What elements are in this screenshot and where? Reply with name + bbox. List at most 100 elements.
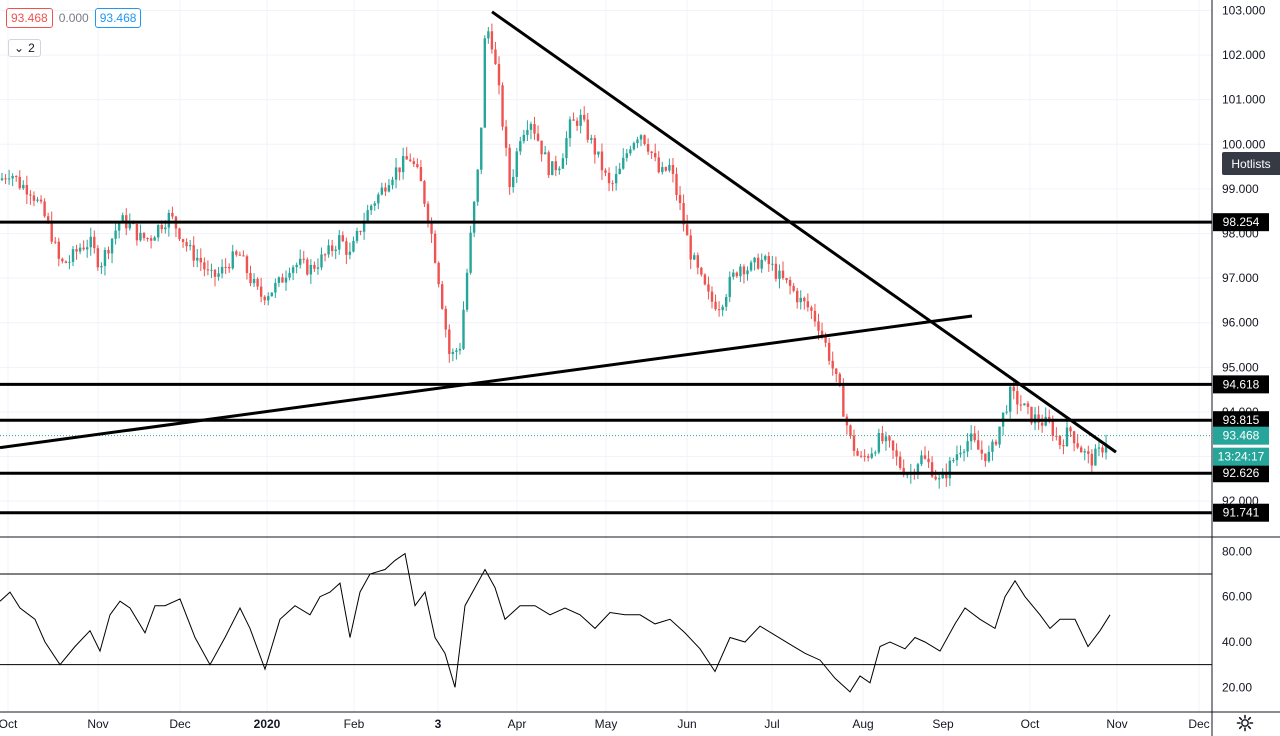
candle-body — [419, 167, 423, 182]
candle-body — [877, 433, 881, 453]
candle-body — [338, 235, 341, 250]
candle-body — [547, 152, 550, 176]
candle-body — [749, 262, 753, 271]
candle-body — [820, 330, 824, 336]
time-tick-label: Feb — [344, 717, 365, 731]
candle-body — [288, 272, 291, 278]
candle-body — [455, 350, 458, 352]
candle-body — [597, 151, 600, 155]
legend-open-value: 93.468 — [6, 8, 53, 28]
candle-body — [185, 242, 188, 247]
candle-body — [1087, 451, 1090, 454]
candle-body — [930, 462, 934, 477]
candle-body — [299, 258, 302, 265]
rsi-tick-label: 40.00 — [1222, 635, 1252, 649]
candle-body — [771, 263, 774, 265]
candle-body — [302, 258, 305, 260]
candle-body — [824, 335, 827, 343]
level-price-badge: 92.626 — [1223, 466, 1260, 480]
candle-body — [1051, 421, 1054, 436]
candle-body — [583, 114, 586, 120]
candle-body — [1037, 414, 1040, 423]
indicators-toggle[interactable]: ⌄ 2 — [8, 39, 41, 57]
candle-body — [68, 261, 71, 263]
candle-body — [117, 222, 121, 231]
hotlists-button[interactable]: Hotlists — [1222, 152, 1280, 175]
candle-body — [242, 255, 245, 257]
candle-body — [295, 264, 298, 268]
price-tick-label: 97.000 — [1222, 271, 1259, 285]
rsi-line — [0, 552, 1111, 693]
candle-body — [54, 241, 57, 243]
time-tick-label: Jun — [677, 717, 696, 731]
gear-icon[interactable] — [1236, 714, 1254, 732]
candle-body — [29, 194, 32, 196]
candle-body — [50, 220, 53, 242]
candle-body — [1083, 451, 1086, 453]
candle-body — [203, 262, 206, 270]
time-axis[interactable]: Oct Nov Dec 2020 Feb 3 Apr May Jun Jul Aug Sep Oct No… — [0, 711, 1280, 731]
candle-body — [423, 181, 426, 204]
candle-body — [373, 203, 376, 206]
candle-body — [366, 210, 369, 223]
candle-body — [849, 425, 852, 436]
candle-body — [480, 127, 483, 170]
candle-body — [149, 238, 153, 241]
candle-body — [267, 296, 270, 301]
candle-body — [220, 266, 224, 274]
time-tick-label: Nov — [1106, 717, 1127, 731]
candle-body — [1005, 411, 1008, 413]
trendline[interactable] — [491, 10, 1117, 454]
candle-body — [607, 172, 611, 184]
candle-body — [927, 458, 930, 463]
candle-body — [1090, 453, 1094, 466]
candle-body — [625, 153, 628, 158]
candle-body — [689, 235, 692, 260]
candle-body — [199, 257, 202, 263]
candle-body — [746, 270, 749, 275]
candle-body — [788, 279, 792, 286]
candle-body — [867, 456, 870, 458]
candle-body — [103, 249, 107, 267]
candle-body — [181, 239, 185, 243]
candle-body — [306, 259, 309, 275]
candle-body — [657, 157, 660, 173]
last-price-badge: 93.468 — [1223, 429, 1260, 443]
candle-body — [277, 277, 281, 283]
candle-body — [714, 301, 717, 310]
candle-body — [458, 348, 462, 351]
candle-body — [206, 269, 210, 271]
candle-body — [508, 147, 511, 188]
candle-body — [707, 284, 710, 292]
candle-body — [842, 385, 845, 417]
candle-body — [89, 236, 92, 248]
candle-body — [1104, 443, 1108, 453]
candle-body — [210, 269, 213, 271]
candle-body — [18, 176, 21, 189]
candle-body — [231, 251, 234, 269]
candle-body — [859, 455, 863, 457]
candle-body — [490, 31, 494, 50]
trendlines[interactable] — [0, 10, 1117, 454]
candle-body — [959, 452, 962, 455]
candlestick-series — [0, 23, 1212, 489]
candle-body — [334, 249, 337, 252]
candle-body — [1009, 386, 1012, 412]
candle-body — [600, 151, 604, 171]
candle-body — [693, 255, 696, 260]
candle-body — [345, 241, 348, 255]
candle-body — [519, 141, 522, 152]
candle-body — [39, 199, 43, 202]
candle-body — [352, 240, 355, 252]
price-axis[interactable]: 103.000102.000101.000100.00099.00098.000… — [1211, 0, 1266, 736]
candle-body — [1055, 435, 1058, 437]
candle-body — [57, 241, 60, 259]
candle-body — [977, 440, 980, 450]
price-tick-label: 95.000 — [1222, 360, 1259, 374]
candle-body — [572, 119, 575, 121]
candle-body — [803, 297, 806, 302]
price-tick-label: 96.000 — [1222, 316, 1259, 330]
candle-body — [916, 464, 920, 475]
trendline[interactable] — [0, 314, 973, 450]
